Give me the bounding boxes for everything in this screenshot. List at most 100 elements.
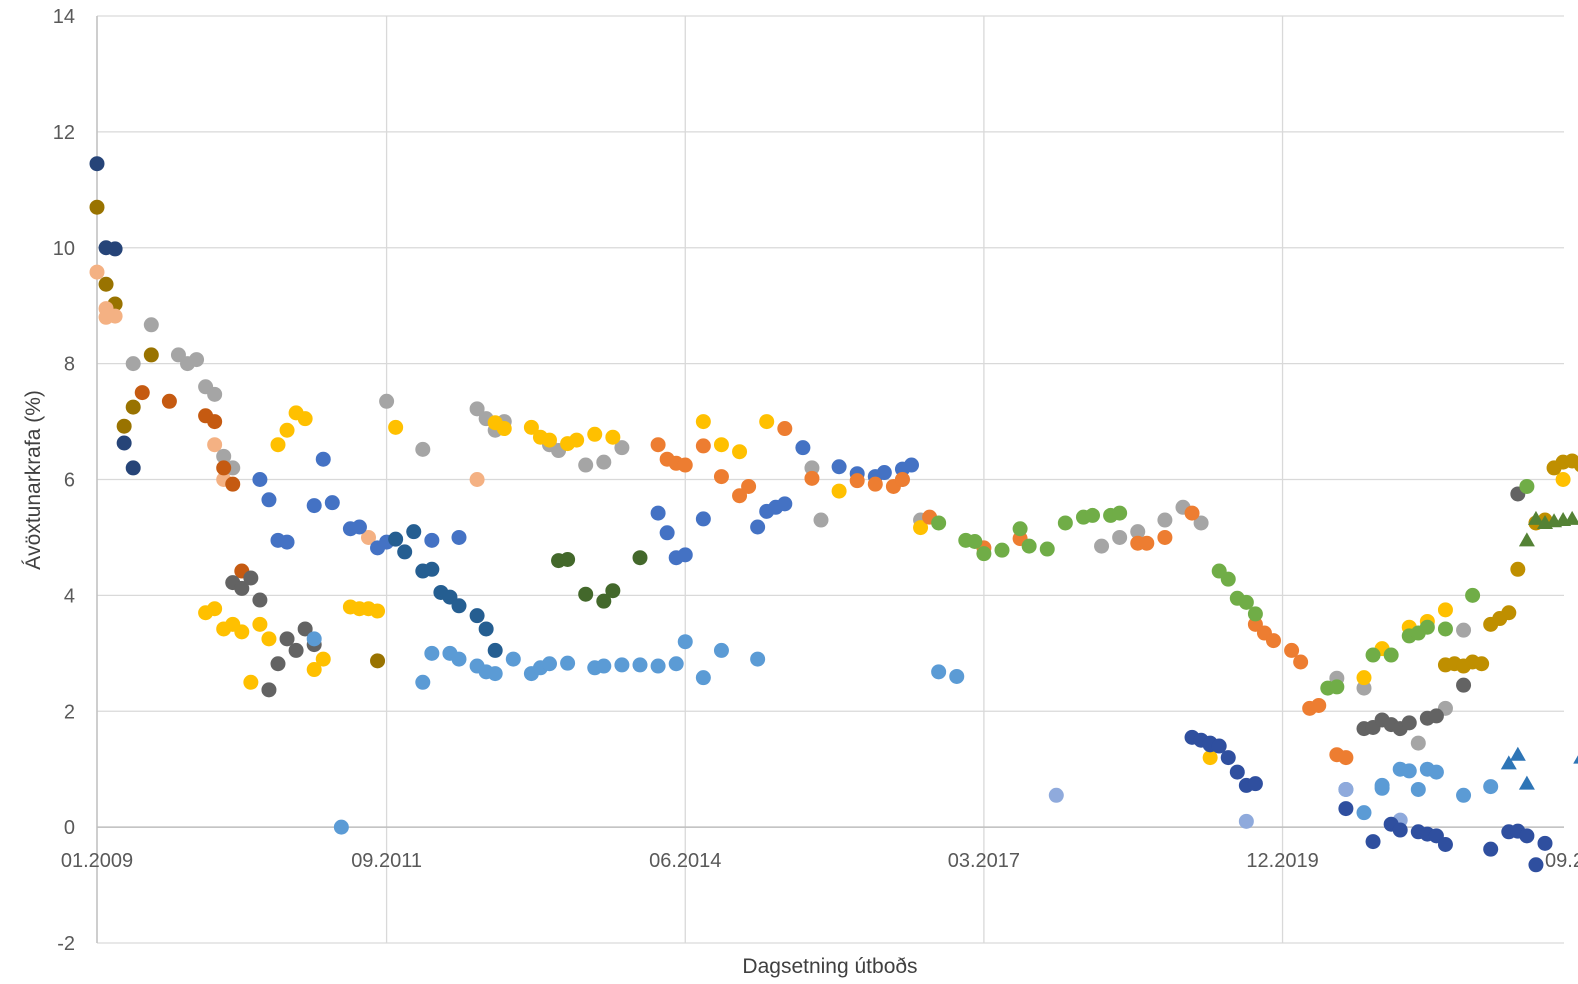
data-point bbox=[306, 631, 322, 647]
data-point bbox=[1374, 777, 1390, 793]
data-point bbox=[216, 460, 232, 476]
data-point bbox=[1211, 738, 1227, 754]
data-point bbox=[270, 656, 286, 672]
data-point bbox=[750, 651, 766, 667]
data-point bbox=[695, 414, 711, 430]
data-point bbox=[867, 476, 883, 492]
data-point bbox=[1085, 507, 1100, 523]
data-point bbox=[388, 419, 404, 435]
data-point bbox=[632, 657, 648, 673]
data-point bbox=[125, 460, 141, 476]
data-point bbox=[1130, 524, 1146, 540]
data-point bbox=[668, 656, 684, 672]
data-point bbox=[1202, 750, 1218, 766]
data-point bbox=[306, 498, 322, 514]
data-point bbox=[876, 465, 892, 481]
data-point bbox=[632, 550, 648, 566]
data-point bbox=[1509, 746, 1526, 761]
data-point bbox=[279, 422, 295, 438]
data-point bbox=[904, 457, 919, 473]
data-point bbox=[650, 437, 666, 453]
data-point bbox=[1021, 538, 1037, 554]
data-point bbox=[125, 399, 141, 415]
data-point bbox=[605, 429, 621, 445]
data-point bbox=[804, 460, 820, 476]
data-point bbox=[1048, 787, 1064, 803]
data-point bbox=[659, 525, 675, 541]
x-tick-label: 12.2019 bbox=[1246, 850, 1318, 872]
data-point bbox=[315, 651, 331, 667]
data-point bbox=[967, 533, 983, 549]
data-point bbox=[1329, 679, 1345, 695]
data-point bbox=[496, 421, 512, 437]
data-point bbox=[1012, 521, 1028, 537]
data-point bbox=[1401, 763, 1417, 779]
data-point bbox=[270, 437, 286, 453]
data-point bbox=[451, 529, 467, 545]
data-point bbox=[750, 519, 766, 535]
data-point bbox=[1573, 755, 1578, 764]
data-point bbox=[1519, 478, 1535, 494]
data-point bbox=[107, 308, 123, 324]
data-point bbox=[542, 656, 557, 672]
data-point bbox=[1501, 605, 1517, 621]
data-point bbox=[695, 670, 711, 686]
data-point bbox=[1365, 834, 1381, 850]
data-point bbox=[107, 241, 123, 257]
data-point bbox=[279, 631, 295, 647]
data-point bbox=[234, 624, 250, 640]
data-point bbox=[795, 440, 811, 456]
data-point bbox=[1266, 633, 1281, 649]
data-point bbox=[560, 655, 576, 671]
data-point bbox=[388, 531, 404, 547]
data-point bbox=[1311, 697, 1327, 713]
data-point bbox=[713, 642, 729, 658]
data-point bbox=[650, 658, 666, 674]
data-point bbox=[831, 483, 847, 499]
data-point bbox=[1483, 841, 1499, 857]
x-tick-label: 09.2022 bbox=[1545, 850, 1578, 872]
data-point bbox=[1247, 606, 1263, 622]
data-point bbox=[451, 598, 467, 614]
data-point bbox=[207, 601, 223, 617]
data-point bbox=[370, 603, 386, 619]
data-point bbox=[1528, 857, 1544, 873]
data-point bbox=[1428, 708, 1444, 724]
data-point bbox=[713, 437, 729, 453]
data-point bbox=[560, 551, 576, 567]
y-tick-label: 6 bbox=[64, 470, 75, 492]
data-point bbox=[1112, 505, 1128, 521]
data-point bbox=[1112, 529, 1128, 545]
data-points bbox=[89, 156, 1578, 873]
data-point bbox=[1220, 571, 1236, 587]
data-point bbox=[370, 653, 386, 669]
data-point bbox=[333, 819, 349, 835]
data-point bbox=[98, 276, 114, 292]
y-tick-label: 14 bbox=[53, 6, 75, 28]
data-point bbox=[252, 472, 268, 487]
data-point bbox=[614, 657, 630, 673]
data-point bbox=[578, 457, 594, 473]
data-point bbox=[677, 457, 693, 473]
data-point bbox=[695, 511, 711, 527]
x-tick-label: 09.2011 bbox=[351, 850, 422, 872]
data-point bbox=[1094, 538, 1110, 554]
x-tick-label: 03.2017 bbox=[948, 850, 1020, 872]
data-point bbox=[1437, 621, 1453, 637]
gridlines bbox=[96, 15, 1564, 944]
data-point bbox=[1338, 781, 1354, 797]
data-point bbox=[976, 546, 992, 562]
data-point bbox=[777, 421, 793, 437]
data-point bbox=[225, 476, 241, 492]
data-point bbox=[1356, 805, 1372, 821]
y-tick-label: 8 bbox=[64, 354, 75, 376]
data-point bbox=[143, 317, 159, 333]
data-point bbox=[1184, 505, 1200, 521]
data-point bbox=[713, 469, 729, 485]
data-point bbox=[849, 473, 865, 489]
data-point bbox=[1564, 510, 1578, 525]
data-point bbox=[1392, 822, 1408, 838]
data-point bbox=[161, 393, 177, 409]
y-tick-label: 12 bbox=[53, 122, 75, 144]
data-point bbox=[125, 356, 141, 372]
